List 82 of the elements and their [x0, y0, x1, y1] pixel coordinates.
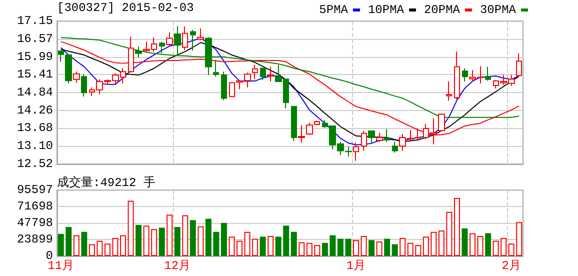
candlestick — [345, 146, 352, 158]
candlestick — [182, 26, 188, 51]
bar — [345, 238, 352, 256]
bar — [136, 224, 142, 256]
bar — [477, 236, 484, 256]
bar — [81, 232, 88, 256]
bar — [298, 242, 305, 256]
candlestick — [462, 68, 468, 82]
y-tick-label: 23899 — [16, 232, 53, 246]
y-tick-label: 17.15 — [16, 14, 53, 28]
bar — [376, 242, 382, 256]
y-tick-label: 14.84 — [16, 85, 53, 100]
candlestick — [368, 130, 375, 144]
bar — [198, 226, 204, 256]
bar — [260, 236, 266, 256]
candlestick — [516, 52, 522, 78]
y-tick-label: 71698 — [16, 200, 53, 214]
legend-label: 20PMA — [424, 3, 461, 17]
candlestick — [353, 142, 359, 162]
bar — [182, 215, 188, 256]
bar — [220, 222, 227, 256]
candlestick — [229, 82, 235, 98]
candlestick — [384, 128, 390, 142]
candlestick — [376, 132, 383, 142]
chart-title: [300327] 2015-02-03 — [57, 1, 194, 15]
bar — [368, 240, 375, 256]
bar — [158, 228, 165, 256]
y-tick-label: 16.57 — [16, 32, 53, 46]
x-tick-label: 1月 — [346, 259, 366, 273]
bar — [128, 200, 134, 256]
y-tick-label: 15.41 — [16, 68, 53, 82]
bar — [392, 244, 398, 256]
y-tick-label: 12.52 — [16, 157, 53, 171]
bar — [268, 236, 274, 256]
bar — [337, 238, 344, 256]
candlestick — [454, 51, 460, 100]
candlestick — [267, 66, 274, 82]
y-tick-label: 14.26 — [16, 103, 53, 118]
bar — [353, 240, 360, 256]
candlestick — [291, 106, 297, 142]
bar — [384, 238, 390, 256]
bar — [462, 228, 468, 256]
y-tick-label: 47798 — [16, 216, 53, 230]
chart-title: 成交量:49212 手 — [57, 175, 156, 190]
legend-label: 10PMA — [368, 3, 405, 17]
bar — [104, 244, 110, 256]
candlestick — [197, 28, 204, 41]
bar — [470, 233, 476, 256]
candlestick — [392, 141, 398, 154]
candlestick — [190, 29, 196, 52]
bar — [190, 220, 196, 256]
legend-label: 5PMA — [319, 3, 349, 17]
bar — [454, 198, 460, 256]
candlestick — [135, 46, 142, 58]
bar — [174, 227, 180, 256]
candlestick — [221, 71, 227, 101]
bar — [360, 236, 367, 256]
bar — [166, 214, 173, 256]
y-tick-label: 15.99 — [16, 50, 53, 64]
y-tick-label: 95597 — [16, 183, 53, 197]
bar — [400, 238, 406, 256]
candlestick — [166, 32, 173, 47]
candlestick — [446, 81, 452, 102]
candlestick — [159, 41, 165, 54]
bar — [485, 233, 492, 256]
candlestick — [252, 64, 258, 80]
candlestick — [361, 130, 367, 152]
bar — [290, 232, 297, 256]
x-tick-label: 2月 — [502, 259, 521, 273]
candlestick — [73, 71, 80, 84]
x-tick-label: 11月 — [48, 259, 74, 273]
candlestick — [298, 124, 305, 144]
bar — [73, 235, 80, 256]
x-tick-label: 12月 — [164, 259, 191, 273]
candlestick — [438, 112, 445, 132]
candlestick — [485, 66, 491, 82]
y-tick-label: 13.10 — [16, 139, 53, 154]
y-tick-label: 13.68 — [16, 121, 53, 136]
candlestick — [81, 74, 87, 98]
candlestick — [260, 68, 266, 80]
candlestick — [213, 59, 219, 78]
legend-label: 30PMA — [480, 3, 517, 17]
